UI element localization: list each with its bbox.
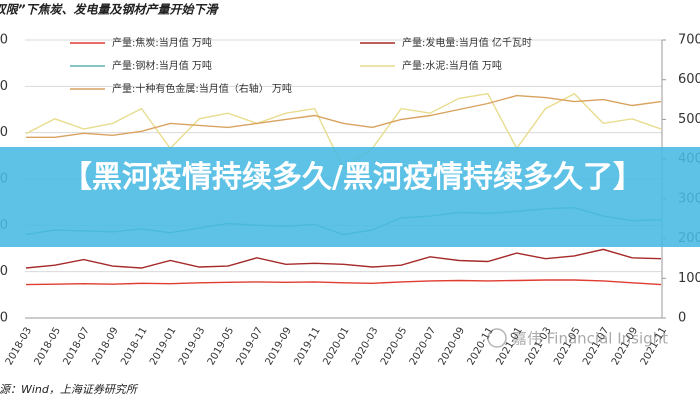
chart-title: “双限”下焦炭、发电量及钢材产量开始下滑	[0, 3, 219, 17]
series-line	[26, 94, 662, 138]
legend-label: 产量:焦炭:当月值 万吨	[112, 36, 212, 49]
x-tick-label: 2020-07	[408, 326, 438, 368]
y2-tick-label: 100	[678, 271, 700, 286]
y2-tick-label: 0	[678, 311, 686, 326]
watermark-text: 嘉伟 Financial Insight	[512, 330, 668, 348]
legend-label: 产量:钢材:当月值 万吨	[112, 59, 212, 72]
watermark-icon	[487, 328, 507, 348]
series-line	[25, 248, 662, 269]
x-tick-label: 2018-07	[61, 326, 91, 368]
x-tick-label: 2018-11	[119, 326, 149, 368]
y2-tick-label: 600	[678, 72, 700, 87]
y-tick-label: 20000	[0, 125, 8, 140]
x-tick-label: 2020-09	[437, 326, 467, 368]
x-tick-label: 2019-11	[292, 326, 322, 368]
y2-tick-label: 700	[678, 33, 700, 48]
legend-label: 产量:十种有色金属:当月值（右轴） 万吨	[112, 82, 292, 95]
x-tick-label: 2018-05	[33, 326, 63, 368]
x-tick-label: 2018-03	[4, 326, 34, 368]
x-tick-label: 2020-03	[350, 326, 380, 368]
x-tick-label: 2020-01	[321, 326, 351, 368]
x-tick-label: 2020-05	[379, 326, 409, 368]
y-tick-label: 0	[0, 311, 8, 326]
banner-text: 【黑河疫情持续多久/黑河疫情持续多久了】	[62, 160, 643, 195]
y-tick-label: 25000	[0, 79, 8, 94]
x-tick-label: 2019-03	[177, 326, 207, 368]
x-tick-label: 2019-01	[148, 326, 178, 368]
y2-tick-label: 500	[678, 112, 700, 127]
watermark: 嘉伟 Financial Insight	[487, 328, 668, 348]
banner: 【黑河疫情持续多久/黑河疫情持续多久了】	[0, 147, 700, 247]
legend: 产量:焦炭:当月值 万吨 产量:发电量:当月值 亿千瓦时产量:钢材:当月值 万吨产…	[70, 36, 532, 95]
source: 来源：Wind，上海证券研究所	[0, 383, 139, 396]
y-tick-label: 30000	[0, 33, 8, 48]
y-tick-label: 5000	[0, 264, 8, 279]
legend-label: 产量:发电量:当月值 亿千瓦时	[402, 36, 532, 49]
x-tick-label: 2019-07	[235, 326, 265, 368]
x-tick-label: 2019-09	[264, 326, 294, 368]
x-tick-label: 2018-09	[90, 326, 120, 368]
series-line	[25, 279, 662, 286]
legend-label: 产量:水泥:当月值 万吨	[402, 59, 502, 72]
x-tick-label: 2019-05	[206, 326, 236, 368]
